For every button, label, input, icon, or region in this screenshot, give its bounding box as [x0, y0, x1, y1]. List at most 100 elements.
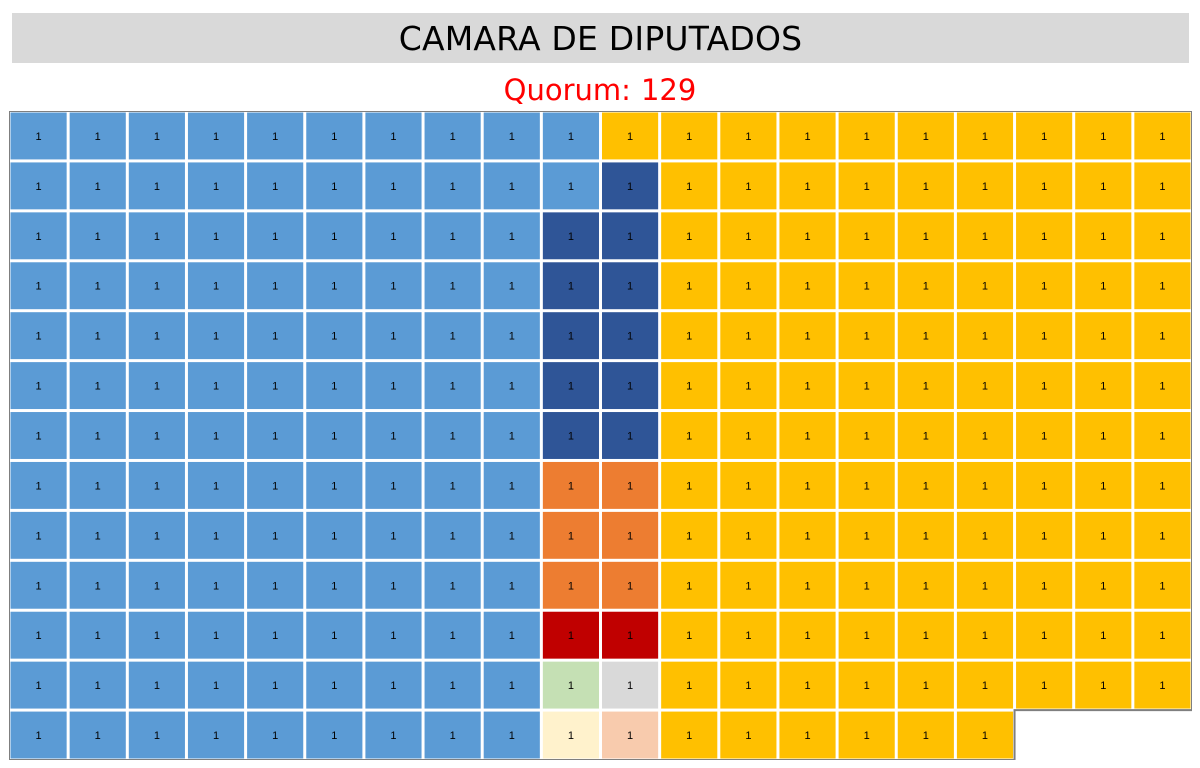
seat-yellow: 1 — [1016, 511, 1073, 559]
seat-value-label: 1 — [745, 331, 751, 343]
seat-yellow: 1 — [1075, 511, 1132, 559]
seat-cell — [187, 611, 245, 659]
seat-cell — [956, 461, 1014, 509]
seat-cell — [1016, 212, 1073, 260]
seat-cell — [483, 162, 540, 210]
seat-value-label: 1 — [568, 431, 574, 443]
seat-value-label: 1 — [95, 281, 101, 293]
seat-cell — [187, 162, 245, 210]
seat-cell — [306, 561, 363, 609]
seat-cell — [602, 511, 659, 559]
seat-value-label: 1 — [154, 730, 160, 742]
seat-cell — [956, 412, 1014, 459]
seat-blue: 1 — [128, 262, 185, 310]
seat-cell — [10, 262, 67, 310]
seat-cell — [187, 412, 245, 459]
seat-cell — [779, 212, 836, 260]
seat-cell — [542, 112, 599, 160]
seat-cell — [602, 561, 659, 609]
seat-cell — [1016, 461, 1073, 509]
seat-blue: 1 — [69, 212, 126, 260]
seat-yellow: 1 — [1134, 412, 1191, 459]
seat-blue: 1 — [247, 461, 304, 509]
seat-cell — [128, 611, 185, 659]
seat-value-label: 1 — [154, 231, 160, 243]
seat-cell — [247, 212, 304, 260]
seat-blue: 1 — [483, 711, 540, 759]
seat-value-label: 1 — [923, 381, 929, 393]
seat-yellow: 1 — [779, 711, 836, 759]
seat-value-label: 1 — [686, 530, 692, 542]
seat-value-label: 1 — [509, 431, 515, 443]
seat-cell — [838, 212, 895, 260]
seat-blue: 1 — [306, 162, 363, 210]
seat-value-label: 1 — [509, 281, 515, 293]
seat-blue: 1 — [247, 212, 304, 260]
seat-value-label: 1 — [568, 630, 574, 642]
seat-yellow: 1 — [720, 212, 777, 260]
seat-value-label: 1 — [745, 580, 751, 592]
seat-value-label: 1 — [568, 680, 574, 692]
seat-cell — [720, 412, 777, 459]
seat-value-label: 1 — [627, 431, 633, 443]
seat-value-label: 1 — [213, 231, 219, 243]
seat-cell — [661, 162, 718, 210]
seat-yellow: 1 — [956, 112, 1014, 160]
seat-blue: 1 — [424, 312, 481, 360]
seat-value-label: 1 — [627, 630, 633, 642]
seat-cell — [10, 112, 67, 160]
seat-blue: 1 — [365, 611, 422, 659]
seat-cell — [483, 362, 540, 410]
seat-value-label: 1 — [864, 730, 870, 742]
seat-dark-blue: 1 — [602, 162, 659, 210]
seat-value-label: 1 — [568, 131, 574, 143]
seat-value-label: 1 — [331, 530, 337, 542]
seat-cell — [10, 162, 67, 210]
seat-yellow: 1 — [897, 362, 954, 410]
seat-value-label: 1 — [213, 630, 219, 642]
seat-blue: 1 — [10, 112, 67, 160]
seat-cell — [1016, 611, 1073, 659]
seat-blue: 1 — [483, 561, 540, 609]
seat-blue: 1 — [424, 661, 481, 709]
seat-cell — [1016, 362, 1073, 410]
seat-value-label: 1 — [36, 431, 42, 443]
seat-value-label: 1 — [390, 680, 396, 692]
seat-cell — [602, 312, 659, 360]
seat-value-label: 1 — [1041, 381, 1047, 393]
seat-cell — [779, 162, 836, 210]
seat-red: 1 — [602, 611, 659, 659]
seat-value-label: 1 — [686, 181, 692, 193]
seat-value-label: 1 — [1100, 580, 1106, 592]
seat-cell — [365, 711, 422, 759]
seat-value-label: 1 — [390, 281, 396, 293]
seat-cell — [1016, 312, 1073, 360]
seat-yellow: 1 — [779, 511, 836, 559]
seat-cell — [424, 661, 481, 709]
seat-cell — [128, 112, 185, 160]
seat-blue: 1 — [247, 511, 304, 559]
seat-cell — [247, 611, 304, 659]
seat-yellow: 1 — [838, 511, 895, 559]
seat-cell — [1134, 561, 1191, 609]
seat-value-label: 1 — [213, 331, 219, 343]
seat-cell — [187, 312, 245, 360]
seat-blue: 1 — [483, 162, 540, 210]
seat-blue: 1 — [424, 262, 481, 310]
seat-cell — [661, 461, 718, 509]
seat-blue: 1 — [424, 162, 481, 210]
seat-cell — [542, 262, 599, 310]
seat-cell — [306, 112, 363, 160]
seat-cell — [838, 412, 895, 459]
seat-cell — [69, 711, 126, 759]
seat-yellow: 1 — [1134, 611, 1191, 659]
seat-cell — [1075, 461, 1132, 509]
seat-value-label: 1 — [864, 630, 870, 642]
seat-cell — [365, 362, 422, 410]
seat-cell — [956, 262, 1014, 310]
seat-value-label: 1 — [95, 181, 101, 193]
seat-value-label: 1 — [450, 181, 456, 193]
seat-cell — [306, 611, 363, 659]
seat-value-label: 1 — [1159, 480, 1165, 492]
seat-value-label: 1 — [154, 480, 160, 492]
